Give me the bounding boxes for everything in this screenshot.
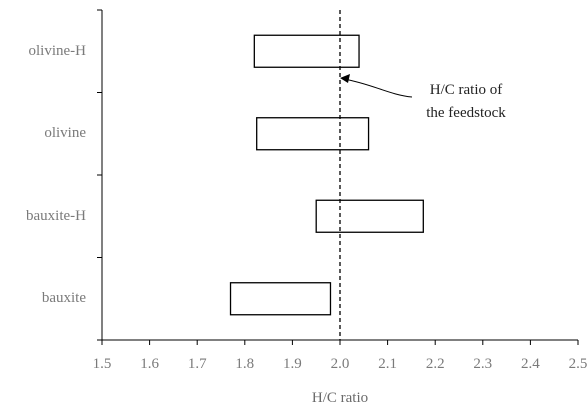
- x-tick-label: 2.2: [426, 356, 445, 372]
- x-tick-label: 1.5: [93, 356, 112, 372]
- x-tick-label: 2.1: [378, 356, 397, 372]
- range-bars: [229, 34, 424, 316]
- x-tick-label: 2.3: [473, 356, 492, 372]
- range-bar-bauxite: [229, 282, 332, 316]
- x-tick-label: 2.0: [331, 356, 350, 372]
- x-axis: 1.5 1.6 1.7 1.8 1.9 2.0 2.1 2.2 2.3 2.4 2.5: [93, 339, 587, 372]
- category-label-bauxite-h: bauxite-H: [26, 208, 86, 224]
- annotation-line-2: the feedstock: [426, 105, 506, 121]
- x-axis-title: H/C ratio: [312, 390, 368, 406]
- x-tick-label: 1.9: [283, 356, 302, 372]
- feedstock-annotation: H/C ratio of the feedstock: [340, 74, 506, 121]
- x-tick-label: 1.7: [188, 356, 207, 372]
- y-axis: [97, 9, 103, 341]
- x-tick-label: 1.8: [235, 356, 254, 372]
- annotation-arrow: [343, 78, 413, 98]
- range-bar-olivine: [256, 117, 370, 151]
- category-label-olivine-h: olivine-H: [29, 43, 87, 59]
- x-tick-label: 2.5: [569, 356, 587, 372]
- annotation-line-1: H/C ratio of: [430, 82, 503, 98]
- x-tick-label: 2.4: [521, 356, 540, 372]
- range-bar-olivine-h: [253, 34, 360, 68]
- category-labels: olivine-H olivine bauxite-H bauxite: [26, 43, 86, 306]
- x-tick-label: 1.6: [140, 356, 159, 372]
- category-label-bauxite: bauxite: [42, 290, 86, 306]
- range-bar-bauxite-h: [315, 199, 424, 233]
- annotation-arrowhead: [340, 74, 350, 83]
- category-label-olivine: olivine: [44, 125, 86, 141]
